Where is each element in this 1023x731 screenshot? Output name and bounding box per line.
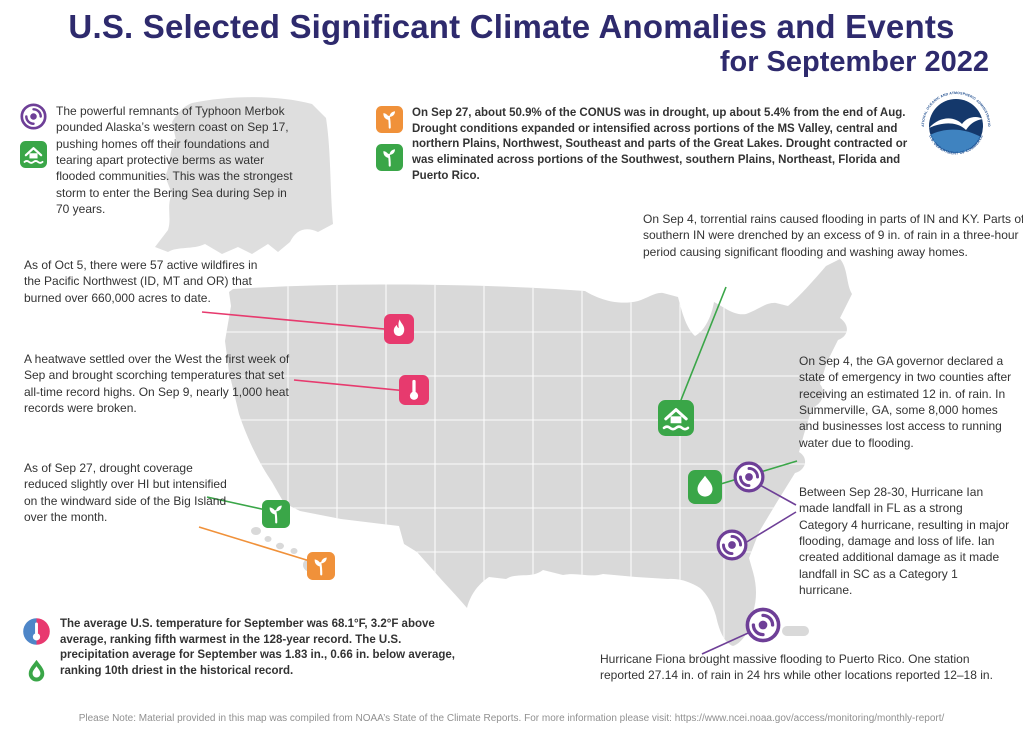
annotation-conus-drought: On Sep 27, about 50.9% of the CONUS was … — [376, 106, 917, 184]
annotation-us-averages-text: The average U.S. temperature for Septemb… — [60, 618, 455, 677]
annotation-georgia-flood-text: On Sep 4, the GA governor declared a sta… — [799, 354, 1012, 450]
leader-heatwave — [293, 379, 408, 392]
alaska-shape — [155, 97, 333, 254]
annotation-georgia-flood: On Sep 4, the GA governor declared a sta… — [799, 353, 1013, 451]
state-borders — [225, 280, 852, 646]
leader-indiana — [676, 286, 727, 411]
fire-icon — [384, 314, 414, 344]
temperature-icon — [22, 617, 51, 646]
annotation-indiana-flood: On Sep 4, torrential rains caused floodi… — [643, 211, 1023, 260]
hawaii-drought-icon — [307, 552, 335, 580]
leader-ian-fl — [744, 511, 797, 544]
annotation-heatwave-text: A heatwave settled over the West the fir… — [24, 352, 290, 415]
thermometer-icon — [399, 375, 429, 405]
footer-note: Please Note: Material provided in this m… — [78, 713, 945, 724]
annotation-hurricane-ian-text: Between Sep 28-30, Hurricane Ian made la… — [799, 485, 1010, 597]
annotation-merbok: The powerful remnants of Typhoon Merbok … — [20, 103, 296, 217]
page-title: U.S. Selected Significant Climate Anomal… — [68, 8, 955, 45]
leader-ian-sc — [757, 483, 797, 506]
page-subtitle: for September 2022 — [719, 46, 989, 78]
leader-hawaii-green — [206, 496, 267, 511]
annotation-wildfires: As of Oct 5, there were 57 active wildfi… — [24, 257, 272, 306]
hurricane-fiona-icon — [745, 607, 781, 643]
annotation-heatwave: A heatwave settled over the West the fir… — [24, 351, 302, 416]
drought-icon — [376, 106, 403, 133]
annotation-wildfires-text: As of Oct 5, there were 57 active wildfi… — [24, 258, 258, 305]
annotation-hawaii-drought-text: As of Sep 27, drought coverage reduced s… — [24, 461, 227, 524]
annotation-merbok-text: The powerful remnants of Typhoon Merbok … — [56, 104, 293, 216]
annotation-conus-drought-text: On Sep 27, about 50.9% of the CONUS was … — [412, 107, 908, 182]
conus-shape — [225, 259, 852, 646]
annotation-indiana-flood-text: On Sep 4, torrential rains caused floodi… — [643, 212, 1023, 259]
hurricane-ian-fl-icon — [716, 529, 748, 561]
hurricane-icon — [20, 103, 47, 130]
noaa-sea — [929, 129, 983, 153]
hawaii-drought-relief-icon — [262, 500, 290, 528]
raindrop-icon — [688, 470, 722, 504]
flood-icon — [20, 141, 47, 168]
drought-relief-icon — [376, 144, 403, 171]
flood-icon — [658, 400, 694, 436]
annotation-us-averages: The average U.S. temperature for Septemb… — [22, 617, 467, 684]
annotation-hurricane-fiona: Hurricane Fiona brought massive flooding… — [600, 651, 1016, 684]
leader-hawaii-orange — [198, 526, 314, 563]
leader-wildfires — [201, 311, 396, 331]
precipitation-icon — [23, 657, 50, 684]
puerto-rico-shape — [782, 626, 809, 636]
noaa-gull-icon — [929, 116, 983, 130]
noaa-logo: NATIONAL OCEANIC AND ATMOSPHERIC ADMINIS… — [916, 84, 991, 156]
annotation-hawaii-drought: As of Sep 27, drought coverage reduced s… — [24, 460, 239, 525]
annotation-hurricane-ian: Between Sep 28-30, Hurricane Ian made la… — [799, 484, 1013, 598]
annotation-hurricane-fiona-text: Hurricane Fiona brought massive flooding… — [600, 652, 993, 683]
hurricane-ian-sc-icon — [733, 461, 765, 493]
